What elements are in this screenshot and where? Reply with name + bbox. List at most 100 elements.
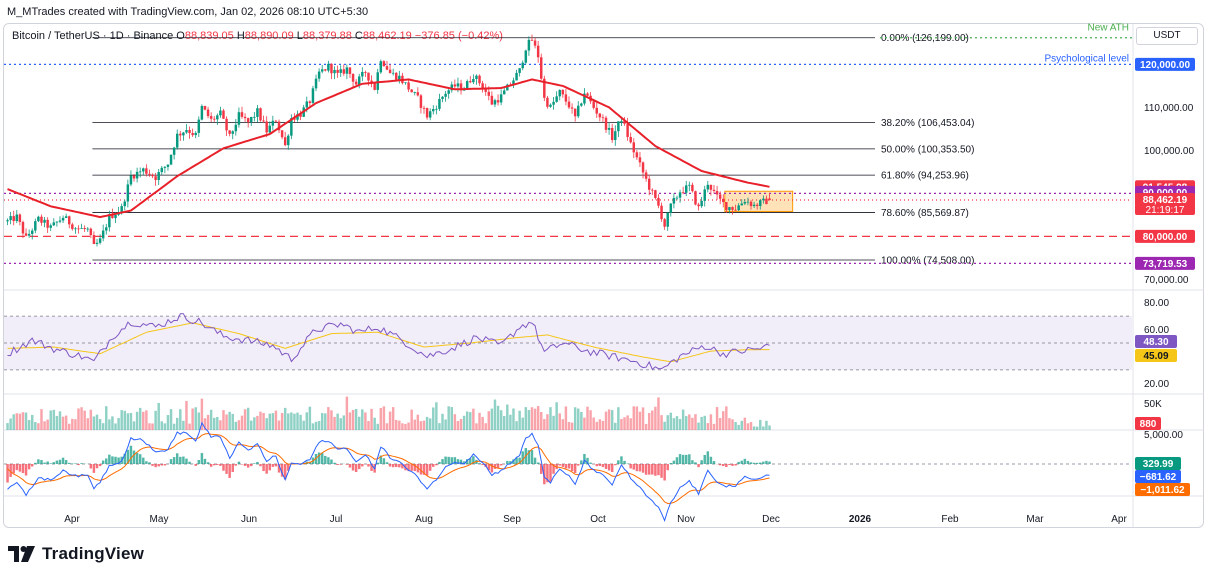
candle-body — [142, 168, 145, 172]
volume-bar — [246, 407, 250, 430]
candle-body — [317, 71, 321, 79]
macd-histogram-bar — [24, 464, 28, 476]
volume-bar — [283, 407, 287, 430]
candle-body — [52, 222, 56, 226]
volume-bar — [382, 406, 386, 430]
volume-bar — [552, 415, 555, 430]
volume-bar — [80, 407, 83, 430]
candle-body — [21, 221, 25, 234]
candle-body — [629, 136, 632, 143]
volume-bar — [259, 411, 262, 430]
volume-bar — [357, 416, 361, 430]
volume-bar — [456, 421, 460, 430]
volume-bar — [484, 423, 487, 430]
candle-body — [567, 101, 571, 108]
candle-body — [283, 137, 287, 146]
candle-body — [179, 133, 182, 136]
volume-bar — [469, 412, 472, 430]
volume-bar — [348, 412, 352, 430]
candle-body — [684, 185, 688, 193]
volume-bar — [493, 399, 497, 430]
macd-histogram-bar — [518, 457, 521, 464]
volume-bar — [407, 422, 410, 430]
volume-bar — [212, 417, 216, 430]
macd-histogram-bar — [216, 464, 219, 465]
macd-histogram-bar — [425, 464, 429, 476]
volume-bar — [179, 409, 182, 430]
volume-bar — [555, 402, 558, 430]
legend-open: 88,839.05 — [184, 30, 234, 42]
volume-bar — [444, 419, 447, 430]
macd-histogram-bar — [635, 464, 639, 472]
macd-histogram-bar — [169, 459, 173, 464]
volume-bar — [237, 420, 241, 430]
volume-bar — [262, 412, 265, 430]
candle-body — [280, 130, 284, 138]
candle-body — [129, 175, 133, 185]
macd-histogram-bar — [246, 464, 250, 468]
macd-histogram-bar — [644, 464, 648, 475]
volume-bar — [197, 412, 201, 430]
candle-body — [308, 101, 312, 104]
macd-histogram-bar — [320, 453, 324, 464]
macd-histogram-bar — [182, 456, 185, 464]
candle-body — [191, 132, 194, 136]
macd-histogram-bar — [577, 464, 580, 466]
candle-body — [688, 184, 691, 186]
macd-histogram-bar — [157, 464, 160, 467]
tradingview-branding[interactable]: TradingView — [8, 544, 144, 564]
candle-body — [533, 40, 537, 46]
volume-bar — [543, 419, 546, 430]
candle-body — [231, 131, 234, 134]
price-axis-label-bg — [1135, 193, 1195, 216]
candle-body — [595, 107, 598, 114]
price-axis-label: 120,000.00 — [1140, 60, 1190, 71]
volume-bar — [734, 422, 737, 430]
volume-bar — [290, 412, 293, 430]
candle-body — [126, 184, 130, 202]
volume-bar — [154, 410, 157, 430]
macd-histogram-bar — [481, 464, 484, 466]
volume-bar — [370, 408, 373, 430]
candle-body — [391, 72, 395, 74]
candle-body — [342, 69, 346, 74]
macd-histogram-bar — [163, 464, 167, 466]
macd-histogram-bar — [280, 464, 284, 477]
macd-histogram-bar — [549, 464, 552, 482]
candle-body — [549, 104, 552, 107]
candle-body — [188, 130, 191, 133]
rsi-line — [7, 313, 770, 371]
volume-bar — [299, 414, 302, 430]
volume-bar — [395, 419, 398, 430]
volume-bar — [725, 406, 728, 430]
candle-body — [296, 114, 299, 120]
volume-bar — [74, 419, 77, 430]
volume-bar — [654, 406, 657, 430]
volume-bar — [592, 417, 595, 430]
macd-histogram-bar — [703, 454, 706, 464]
macd-histogram-bar — [194, 464, 197, 466]
chart-frame[interactable] — [3, 23, 1204, 528]
volume-bar — [52, 409, 56, 430]
volume-bar — [216, 417, 219, 430]
fib-level-label: 38.20% (106,453.04) — [881, 118, 974, 129]
macd-histogram-bar — [243, 464, 247, 466]
macd-histogram-bar — [722, 464, 725, 467]
macd-histogram-bar — [253, 463, 256, 464]
macd-histogram-bar — [614, 464, 617, 466]
macd-histogram-bar — [354, 464, 358, 473]
macd-histogram-bar — [567, 464, 571, 469]
candle-body — [287, 135, 290, 146]
candle-body — [77, 228, 80, 230]
volume-bar — [308, 406, 312, 430]
candle-body — [123, 201, 127, 207]
volume-bar — [385, 423, 389, 430]
volume-bar — [351, 409, 355, 430]
time-axis-label: Mar — [1026, 514, 1044, 525]
macd-histogram-bar — [34, 462, 37, 464]
volume-bar — [718, 418, 722, 430]
candle-body — [354, 81, 358, 85]
currency-unit-button[interactable]: USDT — [1136, 27, 1198, 45]
macd-histogram-bar — [527, 450, 531, 464]
